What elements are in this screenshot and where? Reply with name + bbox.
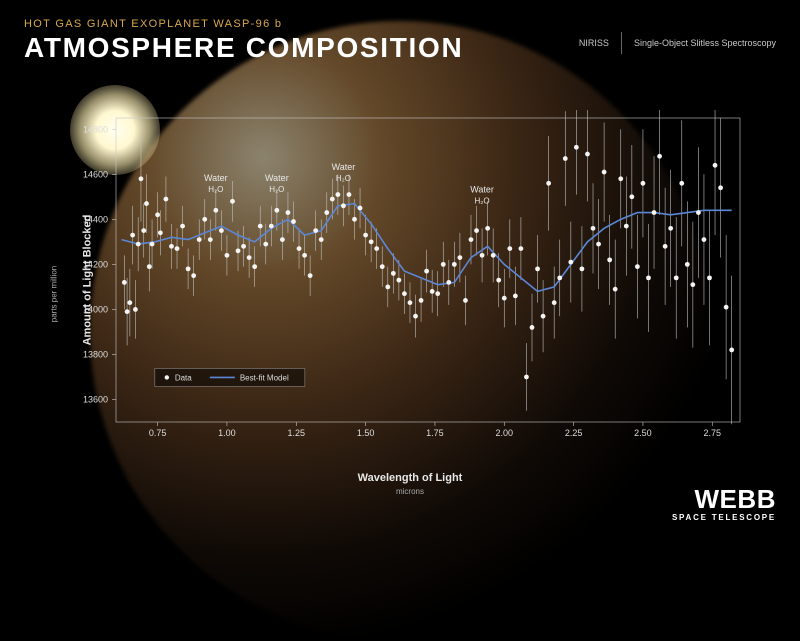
svg-text:Water: Water: [470, 184, 494, 194]
header-right: NIRISS Single-Object Slitless Spectrosco…: [579, 32, 776, 54]
header-separator: [621, 32, 622, 54]
logo-small: SPACE TELESCOPE: [672, 513, 776, 522]
xaxis-sublabel: microns: [396, 487, 424, 496]
svg-text:2.75: 2.75: [704, 428, 722, 438]
footer-logo: WEBB SPACE TELESCOPE: [672, 484, 776, 522]
svg-text:Water: Water: [204, 173, 228, 183]
svg-text:Best-fit Model: Best-fit Model: [240, 373, 289, 382]
svg-text:2.25: 2.25: [565, 428, 583, 438]
svg-text:13600: 13600: [83, 394, 108, 404]
subtitle: HOT GAS GIANT EXOPLANET WASP-96 b: [24, 18, 776, 30]
chart-svg: 136001380014000142001440014600148000.751…: [70, 110, 750, 450]
svg-text:13800: 13800: [83, 349, 108, 359]
yaxis-label: Amount of Light Blocked: [81, 215, 93, 346]
svg-text:Water: Water: [265, 173, 289, 183]
svg-text:H₂O: H₂O: [269, 185, 284, 194]
svg-text:Water: Water: [332, 162, 356, 172]
spectrum-chart: Amount of Light Blocked parts per millio…: [70, 110, 750, 450]
svg-text:1.75: 1.75: [426, 428, 444, 438]
svg-text:14800: 14800: [83, 124, 108, 134]
logo-big: WEBB: [672, 484, 776, 515]
svg-text:14600: 14600: [83, 169, 108, 179]
svg-text:Data: Data: [175, 373, 192, 382]
svg-text:1.25: 1.25: [288, 428, 306, 438]
mode-label: Single-Object Slitless Spectroscopy: [634, 38, 776, 48]
header: HOT GAS GIANT EXOPLANET WASP-96 b ATMOSP…: [24, 18, 776, 64]
xaxis-label: Wavelength of Light: [358, 472, 463, 484]
instrument-label: NIRISS: [579, 38, 609, 48]
svg-text:1.50: 1.50: [357, 428, 375, 438]
svg-text:0.75: 0.75: [149, 428, 167, 438]
svg-text:H₂O: H₂O: [208, 185, 223, 194]
svg-text:H₂O: H₂O: [475, 196, 490, 205]
svg-text:H₂O: H₂O: [336, 174, 351, 183]
svg-text:1.00: 1.00: [218, 428, 236, 438]
yaxis-sublabel: parts per million: [50, 265, 59, 321]
svg-text:2.50: 2.50: [634, 428, 652, 438]
svg-text:2.00: 2.00: [496, 428, 514, 438]
